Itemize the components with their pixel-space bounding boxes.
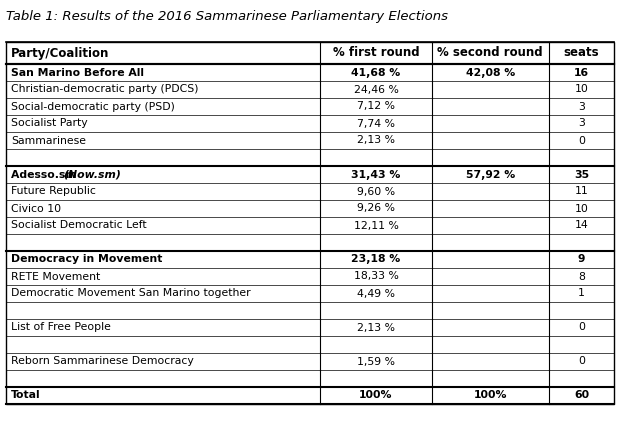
Text: 41,68 %: 41,68 %	[352, 68, 401, 78]
Text: Future Republic: Future Republic	[11, 187, 96, 197]
Text: 3: 3	[578, 119, 585, 129]
Text: San Marino Before All: San Marino Before All	[11, 68, 144, 78]
Text: 0: 0	[578, 356, 585, 366]
Text: 24,46 %: 24,46 %	[353, 84, 399, 94]
Text: 1: 1	[578, 288, 585, 298]
Text: seats: seats	[564, 46, 600, 59]
Text: 100%: 100%	[474, 391, 507, 401]
Text: % first round: % first round	[333, 46, 419, 59]
Text: 7,12 %: 7,12 %	[357, 101, 395, 112]
Text: 60: 60	[574, 391, 589, 401]
Text: 2,13 %: 2,13 %	[357, 323, 395, 333]
Text: Party/Coalition: Party/Coalition	[11, 46, 109, 59]
Text: 12,11 %: 12,11 %	[353, 220, 399, 230]
Text: 0: 0	[578, 136, 585, 145]
Text: Social-democratic party (PSD): Social-democratic party (PSD)	[11, 101, 175, 112]
Text: 4,49 %: 4,49 %	[357, 288, 395, 298]
Text: Civico 10: Civico 10	[11, 204, 61, 213]
Text: Total: Total	[11, 391, 41, 401]
Text: 8: 8	[578, 271, 585, 281]
Text: (Now.sm): (Now.sm)	[63, 169, 121, 180]
Text: Socialist Democratic Left: Socialist Democratic Left	[11, 220, 146, 230]
Text: 3: 3	[578, 101, 585, 112]
Text: 57,92 %: 57,92 %	[466, 169, 515, 180]
Text: Socialist Party: Socialist Party	[11, 119, 87, 129]
Text: Adesso.sm​: Adesso.sm​	[11, 169, 77, 180]
Text: Reborn Sammarinese Democracy: Reborn Sammarinese Democracy	[11, 356, 193, 366]
Text: 7,74 %: 7,74 %	[357, 119, 395, 129]
Text: Sammarinese: Sammarinese	[11, 136, 86, 145]
Text: 10: 10	[575, 84, 588, 94]
Text: List of Free People: List of Free People	[11, 323, 111, 333]
Text: 0: 0	[578, 323, 585, 333]
Text: Table 1: Results of the 2016 Sammarinese Parliamentary Elections: Table 1: Results of the 2016 Sammarinese…	[6, 10, 448, 23]
Text: 9,60 %: 9,60 %	[357, 187, 395, 197]
Text: 100%: 100%	[359, 391, 392, 401]
Text: 1,59 %: 1,59 %	[357, 356, 395, 366]
Text: RETE Movement: RETE Movement	[11, 271, 100, 281]
Text: 35: 35	[574, 169, 589, 180]
Text: Christian-democratic party (PDCS): Christian-democratic party (PDCS)	[11, 84, 198, 94]
Text: % second round: % second round	[438, 46, 543, 59]
Text: Democracy in Movement: Democracy in Movement	[11, 255, 162, 265]
Text: 9,26 %: 9,26 %	[357, 204, 395, 213]
Bar	[6, 42, 614, 404]
Text: 18,33 %: 18,33 %	[353, 271, 399, 281]
Text: 2,13 %: 2,13 %	[357, 136, 395, 145]
Text: 16: 16	[574, 68, 589, 78]
Text: 14: 14	[575, 220, 588, 230]
Text: Democratic Movement San Marino together: Democratic Movement San Marino together	[11, 288, 250, 298]
Text: 23,18 %: 23,18 %	[352, 255, 401, 265]
Text: 11: 11	[575, 187, 588, 197]
Text: 9: 9	[578, 255, 585, 265]
Text: 10: 10	[575, 204, 588, 213]
Text: 42,08 %: 42,08 %	[466, 68, 515, 78]
Text: 31,43 %: 31,43 %	[352, 169, 401, 180]
